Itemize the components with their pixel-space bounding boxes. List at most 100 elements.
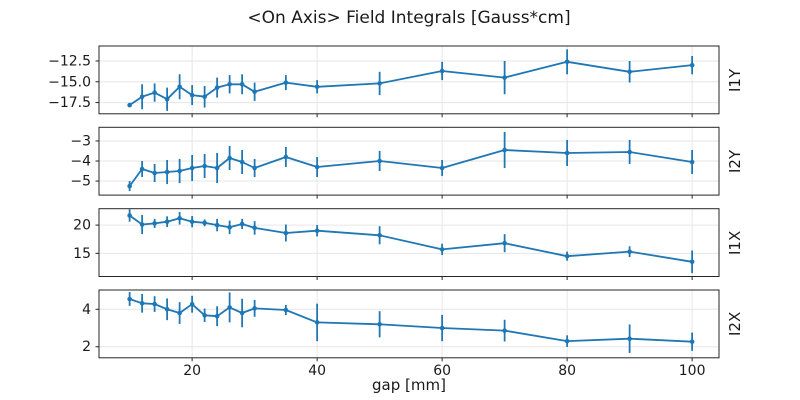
data-point [177, 168, 182, 174]
panel-label-i1x: I1X [726, 230, 744, 256]
data-point [627, 69, 632, 75]
data-point [214, 165, 220, 171]
data-point [177, 84, 182, 90]
data-point [314, 84, 320, 90]
data-point [564, 59, 570, 65]
data-point [252, 165, 257, 171]
y-tick-label: 20 [73, 218, 91, 234]
x-tick-label: 60 [433, 363, 451, 379]
data-point [164, 96, 170, 102]
data-point [164, 169, 170, 175]
data-point [227, 155, 232, 161]
data-point [439, 165, 445, 171]
data-point [502, 328, 507, 333]
data-point [202, 163, 207, 169]
data-point [202, 94, 207, 100]
data-point [152, 90, 157, 95]
data-point [152, 221, 157, 226]
data-line [129, 60, 693, 106]
data-point [227, 81, 232, 87]
data-point [439, 325, 445, 331]
data-point [202, 220, 207, 226]
x-tick-label: 80 [558, 363, 576, 379]
data-point [689, 339, 695, 344]
data-point [502, 75, 507, 80]
data-point [227, 305, 232, 310]
data-point [252, 89, 257, 95]
data-point [139, 300, 145, 306]
data-point [283, 230, 289, 236]
data-point [239, 81, 245, 87]
data-point [214, 85, 220, 90]
x-tick-label: 20 [183, 363, 201, 379]
panel-box [98, 208, 720, 277]
x-tick-label: 100 [679, 363, 706, 379]
data-point [314, 320, 320, 325]
data-point [502, 147, 507, 153]
data-point [377, 232, 382, 238]
data-point [564, 150, 570, 156]
chart-title: <On Axis> Field Integrals [Gauss*cm] [247, 8, 571, 28]
data-point [214, 222, 220, 228]
data-point [177, 216, 182, 221]
data-point [627, 249, 632, 254]
data-point [239, 159, 245, 165]
data-line [129, 214, 693, 263]
data-point [239, 310, 245, 316]
data-point [127, 296, 132, 302]
data-point [189, 165, 195, 171]
data-point [139, 166, 145, 172]
data-point [377, 321, 382, 327]
data-point [627, 336, 632, 341]
data-point [127, 213, 132, 218]
data-point [314, 228, 320, 234]
data-line [129, 298, 693, 343]
y-tick-label: −3 [70, 133, 91, 149]
data-point [152, 301, 157, 307]
data-point [189, 92, 195, 98]
data-point [239, 221, 245, 227]
data-point [689, 62, 695, 68]
data-point [283, 307, 289, 313]
data-point [439, 247, 445, 252]
data-point [564, 338, 570, 344]
x-axis-label: gap [mm] [372, 376, 446, 394]
panel-box [98, 289, 720, 359]
data-point [177, 310, 182, 316]
data-point [252, 225, 257, 231]
data-point [689, 159, 695, 165]
data-point [202, 312, 207, 318]
data-point [214, 313, 220, 319]
data-point [227, 225, 232, 230]
data-point [439, 68, 445, 74]
y-tick-label: −12.5 [48, 53, 91, 69]
data-point [139, 94, 145, 100]
y-tick-label: −5 [70, 174, 91, 190]
data-point [627, 149, 632, 155]
data-point [283, 154, 289, 160]
data-point [152, 170, 157, 176]
y-tick-label: −15.0 [48, 74, 91, 90]
data-point [189, 219, 195, 224]
data-point [283, 80, 289, 85]
data-point [164, 219, 170, 224]
data-point [164, 306, 170, 312]
y-tick-label: −17.5 [48, 95, 91, 111]
data-point [139, 222, 145, 227]
panel-label-i1y: I1Y [726, 68, 744, 92]
panel-label-i2x: I2X [726, 311, 744, 337]
data-point [502, 240, 507, 246]
y-tick-label: 2 [82, 339, 91, 355]
y-tick-label: −4 [70, 153, 91, 169]
x-tick-label: 40 [308, 363, 326, 379]
data-point [314, 164, 320, 170]
data-point [689, 259, 695, 265]
y-tick-label: 15 [73, 246, 91, 262]
data-point [377, 81, 382, 86]
panel-label-i2y: I2Y [726, 149, 744, 173]
panel-box [98, 45, 720, 115]
data-point [252, 306, 257, 311]
data-point [564, 253, 570, 259]
